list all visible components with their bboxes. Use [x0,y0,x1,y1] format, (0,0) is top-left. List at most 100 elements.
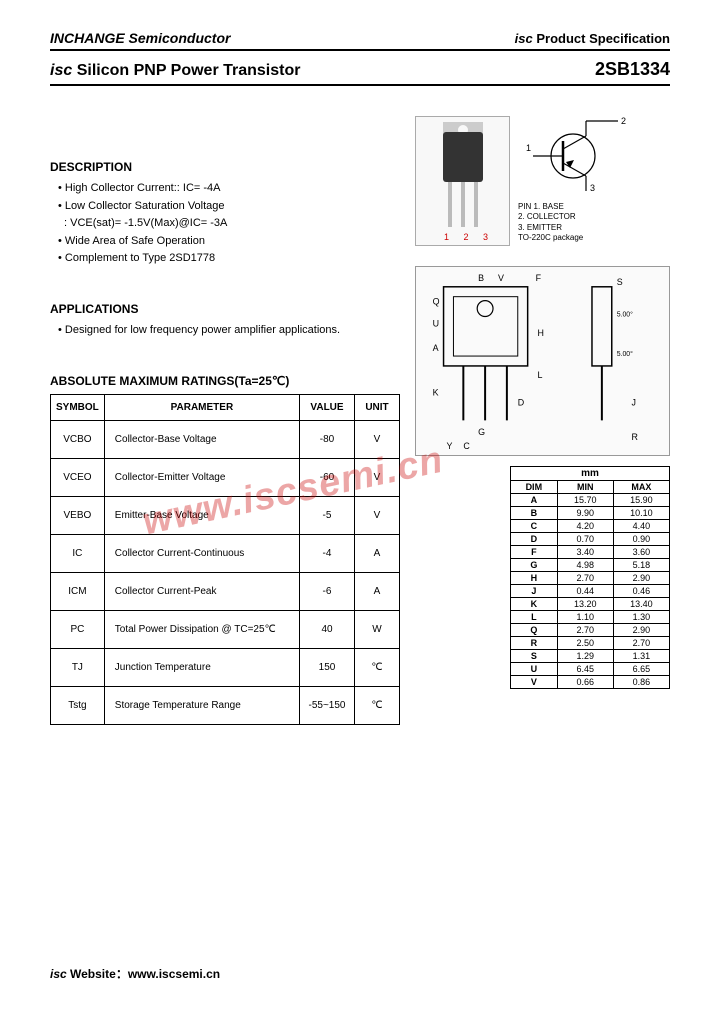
title-prefix: isc [50,62,72,79]
table-row: TJJunction Temperature150℃ [51,648,400,686]
table-row: VEBOEmitter-Base Voltage-5V [51,496,400,534]
cell-symbol: TJ [51,648,105,686]
table-row: R2.502.70 [511,637,670,650]
dim-col-dim: DIM [511,481,558,494]
cell-symbol: ICM [51,572,105,610]
table-row: PCTotal Power Dissipation @ TC=25℃40W [51,610,400,648]
cell-value: -5 [300,496,355,534]
cell-unit: V [355,496,400,534]
cell-value: 40 [300,610,355,648]
svg-text:V: V [498,273,504,283]
desc-item: High Collector Current:: IC= -4A [58,180,400,198]
dim-letter: J [511,585,558,598]
desc-item: Complement to Type 2SD1778 [58,250,400,268]
table-row: G4.985.18 [511,559,670,572]
cell-value: -80 [300,420,355,458]
legend-line: 2. COLLECTOR [518,212,670,222]
table-row: K13.2013.40 [511,598,670,611]
dim-max: 6.65 [613,663,669,676]
dim-min: 6.45 [557,663,613,676]
package-photo: 1 2 3 [415,116,510,246]
footer-prefix: isc [50,967,67,981]
svg-text:Y: Y [447,441,453,451]
dim-min: 3.40 [557,546,613,559]
title-row: isc Silicon PNP Power Transistor 2SB1334 [50,59,670,86]
dim-min: 0.44 [557,585,613,598]
table-row: J0.440.46 [511,585,670,598]
dimension-table: mm DIM MIN MAX A15.7015.90B9.9010.10C4.2… [510,466,670,689]
dim-min: 9.90 [557,507,613,520]
ratings-heading: ABSOLUTE MAXIMUM RATINGS(Ta=25℃) [50,374,400,388]
table-row: ICMCollector Current-Peak-6A [51,572,400,610]
cell-unit: ℃ [355,686,400,724]
pin-legend: PIN 1. BASE 2. COLLECTOR 3. EMITTER TO-2… [518,202,670,244]
dim-max: 15.90 [613,494,669,507]
svg-text:U: U [433,318,439,328]
dim-max: 0.90 [613,533,669,546]
cell-value: -60 [300,458,355,496]
cell-param: Junction Temperature [104,648,299,686]
col-value: VALUE [300,394,355,420]
svg-text:2: 2 [621,116,626,126]
dim-col-max: MAX [613,481,669,494]
dim-letter: C [511,520,558,533]
dim-min: 0.66 [557,676,613,689]
part-number: 2SB1334 [595,59,670,80]
main-content: DESCRIPTION High Collector Current:: IC=… [50,116,670,725]
footer-label: Website： [67,967,128,981]
dim-min: 1.29 [557,650,613,663]
title-text: Silicon PNP Power Transistor [72,62,300,79]
page-header: INCHANGE Semiconductor isc Product Speci… [50,30,670,51]
transistor-symbol-icon: 1 2 3 [518,116,638,196]
dim-letter: R [511,637,558,650]
dim-max: 0.86 [613,676,669,689]
company-name: INCHANGE Semiconductor [50,30,230,46]
cell-value: 150 [300,648,355,686]
table-row: D0.700.90 [511,533,670,546]
svg-text:L: L [538,370,543,380]
transistor-body [443,132,483,182]
dim-letter: F [511,546,558,559]
dim-min: 13.20 [557,598,613,611]
dim-max: 10.10 [613,507,669,520]
svg-text:K: K [433,388,439,398]
dim-letter: G [511,559,558,572]
table-row: A15.7015.90 [511,494,670,507]
dim-letter: A [511,494,558,507]
isc-prefix: isc [515,31,533,46]
page-footer: isc Website：www.iscsemi.cn [50,965,220,982]
table-row: VCEOCollector-Emitter Voltage-60V [51,458,400,496]
dim-max: 3.60 [613,546,669,559]
cell-symbol: VEBO [51,496,105,534]
cell-param: Collector-Base Voltage [104,420,299,458]
cell-symbol: Tstg [51,686,105,724]
ratings-table: SYMBOL PARAMETER VALUE UNIT VCBOCollecto… [50,394,400,725]
col-unit: UNIT [355,394,400,420]
schematic-block: 1 2 3 PIN 1. BASE 2. COLLECTOR 3. EMITTE… [518,116,670,246]
table-row: U6.456.65 [511,663,670,676]
cell-param: Emitter-Base Voltage [104,496,299,534]
description-list: High Collector Current:: IC= -4A Low Col… [50,180,400,215]
svg-text:C: C [463,441,470,451]
table-row: S1.291.31 [511,650,670,663]
svg-text:3: 3 [590,183,595,193]
table-row: B9.9010.10 [511,507,670,520]
table-row: L1.101.30 [511,611,670,624]
table-row: H2.702.90 [511,572,670,585]
cell-symbol: VCBO [51,420,105,458]
pin-3 [474,182,478,227]
dim-letter: V [511,676,558,689]
dim-min: 15.70 [557,494,613,507]
svg-text:Q: Q [433,297,440,307]
col-parameter: PARAMETER [104,394,299,420]
spec-text: Product Specification [533,31,670,46]
cell-unit: V [355,420,400,458]
dim-max: 0.46 [613,585,669,598]
dim-letter: Q [511,624,558,637]
cell-value: -6 [300,572,355,610]
dim-min: 2.70 [557,624,613,637]
svg-text:D: D [518,398,524,408]
dim-max: 1.31 [613,650,669,663]
cell-value: -55~150 [300,686,355,724]
svg-text:A: A [433,343,439,353]
